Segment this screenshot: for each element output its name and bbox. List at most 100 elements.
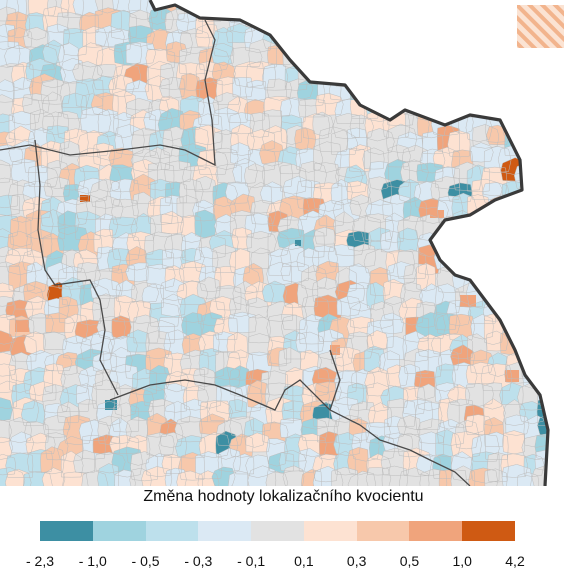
municipality-outline [312, 276, 340, 302]
municipality-cell [280, 418, 303, 438]
municipality-outline [503, 399, 526, 426]
municipality-outline [76, 262, 101, 290]
municipality-outline [9, 368, 32, 393]
municipality-outline [211, 61, 236, 86]
municipality-outline [27, 449, 54, 473]
municipality-outline [58, 140, 80, 171]
municipality-outline [0, 454, 16, 476]
municipality-outline [281, 400, 305, 421]
municipality-outline [113, 41, 143, 66]
municipality-outline [94, 268, 124, 297]
municipality-outline [182, 385, 209, 411]
municipality-outline [125, 416, 149, 443]
municipality-outline [144, 75, 170, 102]
municipality-outline [335, 347, 361, 372]
municipality-outline [41, 467, 66, 486]
municipality-cell [397, 415, 420, 435]
municipality-outline [363, 248, 396, 274]
municipality-outline [132, 191, 155, 217]
municipality-outline [96, 130, 124, 161]
municipality-outline [247, 465, 277, 486]
municipality-cell [450, 344, 475, 366]
municipality-outline [435, 363, 456, 392]
municipality-outline [8, 261, 37, 293]
municipality-cell [379, 312, 404, 334]
municipality-outline [43, 176, 70, 197]
municipality-outline [334, 381, 365, 406]
municipality-outline [0, 246, 22, 268]
municipality-outline [367, 402, 393, 428]
municipality-outline [159, 418, 184, 448]
legend-swatch-9 [462, 521, 516, 541]
municipality-outline [333, 414, 363, 445]
municipality-outline [198, 348, 225, 379]
municipality-cell [537, 414, 548, 438]
municipality-cell [328, 244, 355, 267]
municipality-outline [62, 471, 89, 486]
municipality-outline [150, 213, 179, 238]
municipality-outline [387, 398, 416, 427]
legend-tick-label: - 0,3 [184, 553, 213, 569]
municipality-cell [0, 419, 12, 443]
municipality-outline [0, 194, 20, 216]
municipality-outline [78, 419, 110, 441]
municipality-outline [25, 58, 57, 84]
municipality-outline [347, 180, 371, 206]
municipality-outline [60, 364, 89, 395]
municipality-outline [230, 123, 255, 156]
legend-title: Změna hodnoty lokalizačního kvocientu [143, 488, 424, 505]
municipality-outline [436, 125, 460, 154]
municipality-outline [161, 210, 184, 235]
municipality-outline [265, 471, 288, 486]
municipality-outline [214, 266, 236, 289]
municipality-outline [333, 229, 365, 257]
municipality-outline [95, 195, 124, 220]
municipality-outline [484, 468, 508, 486]
municipality-outline [402, 196, 427, 222]
municipality-outline [348, 401, 376, 424]
municipality-outline [146, 320, 176, 344]
municipality-cell [279, 195, 310, 221]
municipality-outline [157, 316, 187, 340]
municipality-outline [59, 384, 90, 412]
municipality-outline [145, 263, 176, 290]
municipality-cell [282, 465, 304, 486]
municipality-outline [225, 181, 250, 204]
municipality-outline [72, 61, 103, 82]
municipality-outline [176, 280, 209, 305]
municipality-outline [266, 438, 288, 467]
legend-tick-label: 0,1 [294, 553, 314, 569]
municipality-outline [145, 248, 174, 270]
municipality-cell [0, 397, 13, 421]
municipality-outline [93, 228, 114, 255]
municipality-outline [537, 414, 548, 438]
municipality-outline [0, 215, 20, 238]
municipality-outline [397, 415, 421, 436]
legend-swatch-5 [251, 521, 304, 541]
municipality-outline [129, 109, 156, 136]
municipality-outline [398, 178, 422, 203]
municipality-outline [450, 465, 476, 486]
municipality-outline [285, 78, 314, 101]
municipality-outline [466, 164, 490, 193]
municipality-cell [245, 297, 268, 319]
municipality-outline [516, 472, 539, 486]
municipality-outline [414, 370, 436, 400]
municipality-cell [179, 261, 206, 282]
legend-swatch-3 [145, 521, 199, 541]
municipality-outline [111, 446, 143, 478]
municipality-outline [232, 77, 253, 98]
municipality-accent [430, 210, 444, 218]
municipality-outline [398, 297, 424, 326]
municipality-outline [56, 198, 89, 227]
municipality-outline [438, 469, 467, 486]
municipality-outline [45, 312, 76, 333]
municipality-outline [471, 434, 500, 462]
municipality-outline [164, 383, 187, 413]
municipality-outline [382, 295, 408, 320]
municipality-outline [80, 93, 104, 116]
municipality-outline [96, 400, 122, 426]
municipality-outline [501, 464, 532, 486]
municipality-outline [43, 415, 70, 438]
municipality-outline [369, 266, 392, 297]
